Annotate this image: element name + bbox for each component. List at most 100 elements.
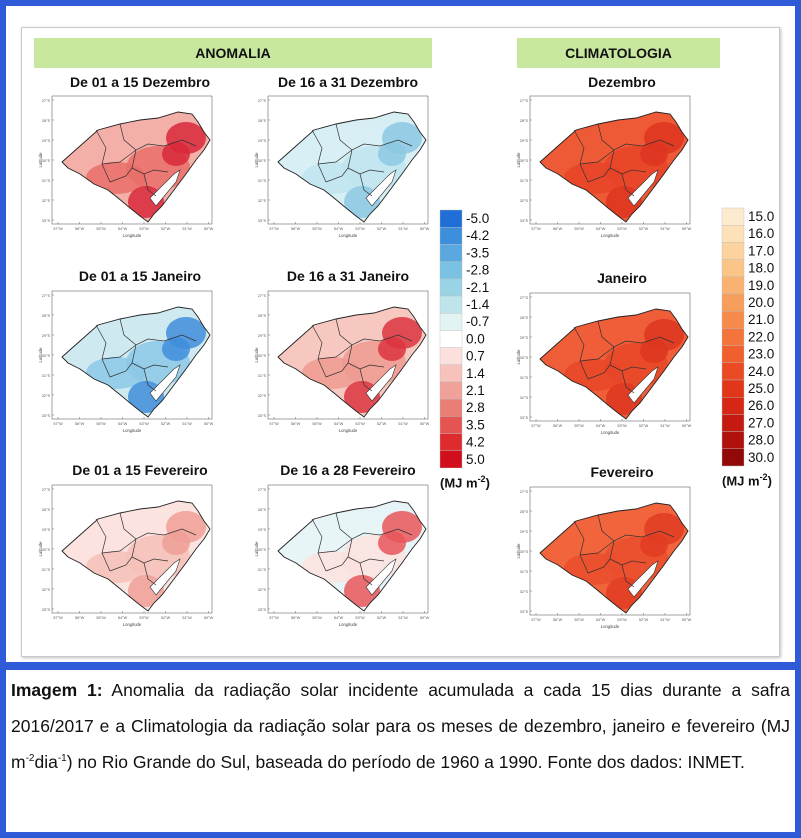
climatology-scale-label: 30.0 — [748, 450, 774, 465]
svg-text:28°S: 28°S — [42, 508, 51, 512]
svg-text:56°W: 56°W — [75, 227, 85, 231]
climatology-scale-label: 18.0 — [748, 261, 774, 276]
anomaly-unit-label: (MJ m-2) — [440, 474, 490, 491]
svg-text:33°S: 33°S — [520, 610, 529, 614]
svg-text:27°S: 27°S — [520, 99, 529, 103]
panel-title-anom-feb1: De 01 a 15 Fevereiro — [72, 462, 208, 478]
map-clim-feb: 27°S 28°S 29°S 30°S 31°S 32°S 33°S 57°W 56°W 55°W… — [514, 481, 694, 636]
anomaly-scale-label: 0.7 — [466, 349, 485, 364]
svg-text:28°S: 28°S — [258, 508, 267, 512]
svg-text:30°S: 30°S — [42, 548, 51, 552]
anomaly-scale-swatch — [439, 416, 463, 434]
svg-text:Longitude: Longitude — [339, 233, 358, 238]
svg-text:Latitude: Latitude — [516, 543, 521, 559]
map-clim-jan: 27°S 28°S 29°S 30°S 31°S 32°S 33°S 57°W 56°W 55°W… — [514, 287, 694, 442]
svg-text:29°S: 29°S — [42, 528, 51, 532]
svg-text:53°W: 53°W — [617, 424, 627, 428]
svg-text:50°W: 50°W — [204, 422, 214, 426]
svg-text:Latitude: Latitude — [254, 347, 259, 363]
svg-text:50°W: 50°W — [682, 227, 692, 231]
svg-text:Latitude: Latitude — [254, 541, 259, 557]
header-climatologia: CLIMATOLOGIA — [517, 38, 720, 68]
anomaly-scale-swatch — [439, 312, 463, 331]
climatology-scale-swatch — [721, 310, 745, 329]
svg-text:27°S: 27°S — [520, 296, 529, 300]
svg-text:57°W: 57°W — [53, 422, 63, 426]
svg-text:33°S: 33°S — [520, 416, 529, 420]
svg-text:28°S: 28°S — [42, 119, 51, 123]
climatology-scale-label: 25.0 — [748, 381, 774, 396]
svg-text:27°S: 27°S — [258, 99, 267, 103]
svg-text:57°W: 57°W — [269, 227, 279, 231]
climatology-scale-swatch — [721, 396, 745, 415]
anomaly-scale-label: 4.2 — [466, 435, 485, 450]
svg-text:54°W: 54°W — [118, 616, 128, 620]
svg-text:28°S: 28°S — [520, 119, 529, 123]
svg-text:33°S: 33°S — [258, 608, 267, 612]
svg-text:50°W: 50°W — [682, 618, 692, 622]
svg-text:55°W: 55°W — [312, 227, 322, 231]
svg-text:52°W: 52°W — [377, 422, 387, 426]
svg-text:51°W: 51°W — [660, 618, 670, 622]
svg-text:54°W: 54°W — [334, 422, 344, 426]
svg-text:52°W: 52°W — [639, 227, 649, 231]
map-anom-feb1: 27°S 28°S 29°S 30°S 31°S 32°S 33°S 57°W 56°W 55°W… — [36, 479, 216, 634]
climatology-scale-swatch — [721, 225, 745, 243]
svg-text:52°W: 52°W — [161, 616, 171, 620]
svg-text:32°S: 32°S — [42, 394, 51, 398]
climatology-scale-label: 23.0 — [748, 347, 774, 362]
svg-text:31°S: 31°S — [520, 376, 529, 380]
climatology-scale-swatch — [721, 431, 745, 450]
svg-text:32°S: 32°S — [42, 199, 51, 203]
svg-text:31°S: 31°S — [42, 179, 51, 183]
svg-text:54°W: 54°W — [118, 422, 128, 426]
svg-text:54°W: 54°W — [596, 227, 606, 231]
svg-text:27°S: 27°S — [258, 488, 267, 492]
svg-text:Longitude: Longitude — [339, 622, 358, 627]
climatology-scale-swatch — [721, 293, 745, 312]
svg-text:29°S: 29°S — [258, 528, 267, 532]
svg-text:50°W: 50°W — [682, 424, 692, 428]
svg-text:52°W: 52°W — [377, 616, 387, 620]
svg-text:31°S: 31°S — [520, 179, 529, 183]
svg-text:32°S: 32°S — [520, 199, 529, 203]
anomaly-scale-label: 2.1 — [466, 383, 485, 398]
panel-title-anom-dec2: De 16 a 31 Dezembro — [277, 74, 419, 90]
svg-text:28°S: 28°S — [42, 314, 51, 318]
svg-text:27°S: 27°S — [258, 294, 267, 298]
svg-text:51°W: 51°W — [182, 227, 192, 231]
anomaly-scale-swatch — [439, 227, 463, 245]
climatology-scale-label: 22.0 — [748, 329, 774, 344]
svg-text:53°W: 53°W — [355, 422, 365, 426]
svg-text:53°W: 53°W — [617, 618, 627, 622]
svg-text:30°S: 30°S — [520, 159, 529, 163]
climatology-scale-swatch — [721, 276, 745, 295]
svg-text:29°S: 29°S — [258, 139, 267, 143]
svg-text:30°S: 30°S — [258, 159, 267, 163]
anomaly-scale-swatch — [439, 381, 463, 400]
panel-title-clim-feb: Fevereiro — [590, 464, 654, 480]
svg-text:55°W: 55°W — [96, 616, 106, 620]
anomaly-scale-swatch — [439, 398, 463, 417]
anomaly-scale-swatch — [439, 209, 463, 228]
svg-text:30°S: 30°S — [258, 354, 267, 358]
svg-text:50°W: 50°W — [204, 616, 214, 620]
svg-text:27°S: 27°S — [520, 490, 529, 494]
svg-text:29°S: 29°S — [258, 334, 267, 338]
svg-text:30°S: 30°S — [520, 356, 529, 360]
header-anomalia: ANOMALIA — [34, 38, 432, 68]
svg-text:Latitude: Latitude — [38, 152, 43, 168]
svg-text:53°W: 53°W — [355, 616, 365, 620]
svg-text:57°W: 57°W — [531, 618, 541, 622]
anomaly-scale-swatch — [439, 330, 463, 348]
svg-text:Longitude: Longitude — [339, 428, 358, 433]
svg-text:Longitude: Longitude — [601, 624, 620, 629]
caption-label: Imagem 1: — [11, 680, 103, 700]
svg-text:56°W: 56°W — [291, 227, 301, 231]
anomaly-scale-label: -0.7 — [466, 314, 489, 329]
svg-text:51°W: 51°W — [182, 422, 192, 426]
svg-text:55°W: 55°W — [312, 616, 322, 620]
svg-text:27°S: 27°S — [42, 294, 51, 298]
svg-text:Latitude: Latitude — [38, 347, 43, 363]
